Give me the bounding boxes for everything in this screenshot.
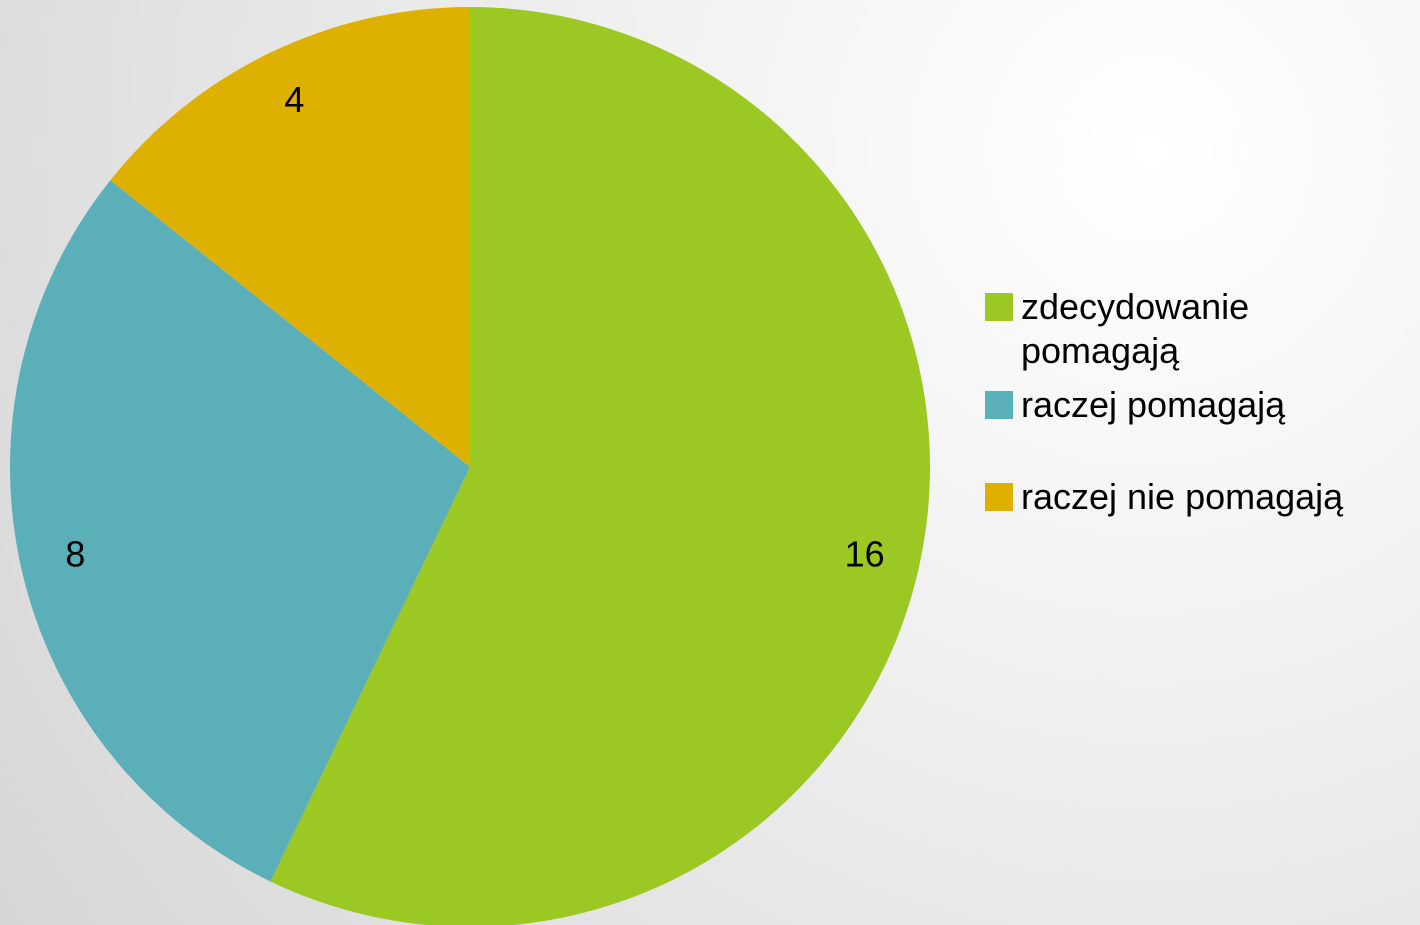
legend-label: raczej pomagają	[1021, 384, 1286, 425]
legend-swatch	[985, 293, 1013, 321]
legend: zdecydowanie pomagają raczej pomagają racz…	[985, 285, 1343, 545]
pie-slice	[10, 180, 470, 882]
data-label: 8	[65, 534, 85, 575]
legend-swatch	[985, 483, 1013, 511]
legend-item: zdecydowanie pomagają	[985, 285, 1325, 373]
pie-slice	[270, 7, 930, 925]
legend-label: raczej nie pomagają	[1021, 476, 1344, 517]
legend-item: raczej pomagają	[985, 383, 1343, 427]
legend-label: zdecydowanie pomagają	[1021, 286, 1250, 371]
pie-slice	[110, 7, 471, 467]
legend-item: raczej nie pomagają	[985, 475, 1343, 519]
data-label: 16	[845, 534, 885, 575]
legend-swatch	[985, 391, 1013, 419]
data-label: 4	[284, 79, 304, 120]
